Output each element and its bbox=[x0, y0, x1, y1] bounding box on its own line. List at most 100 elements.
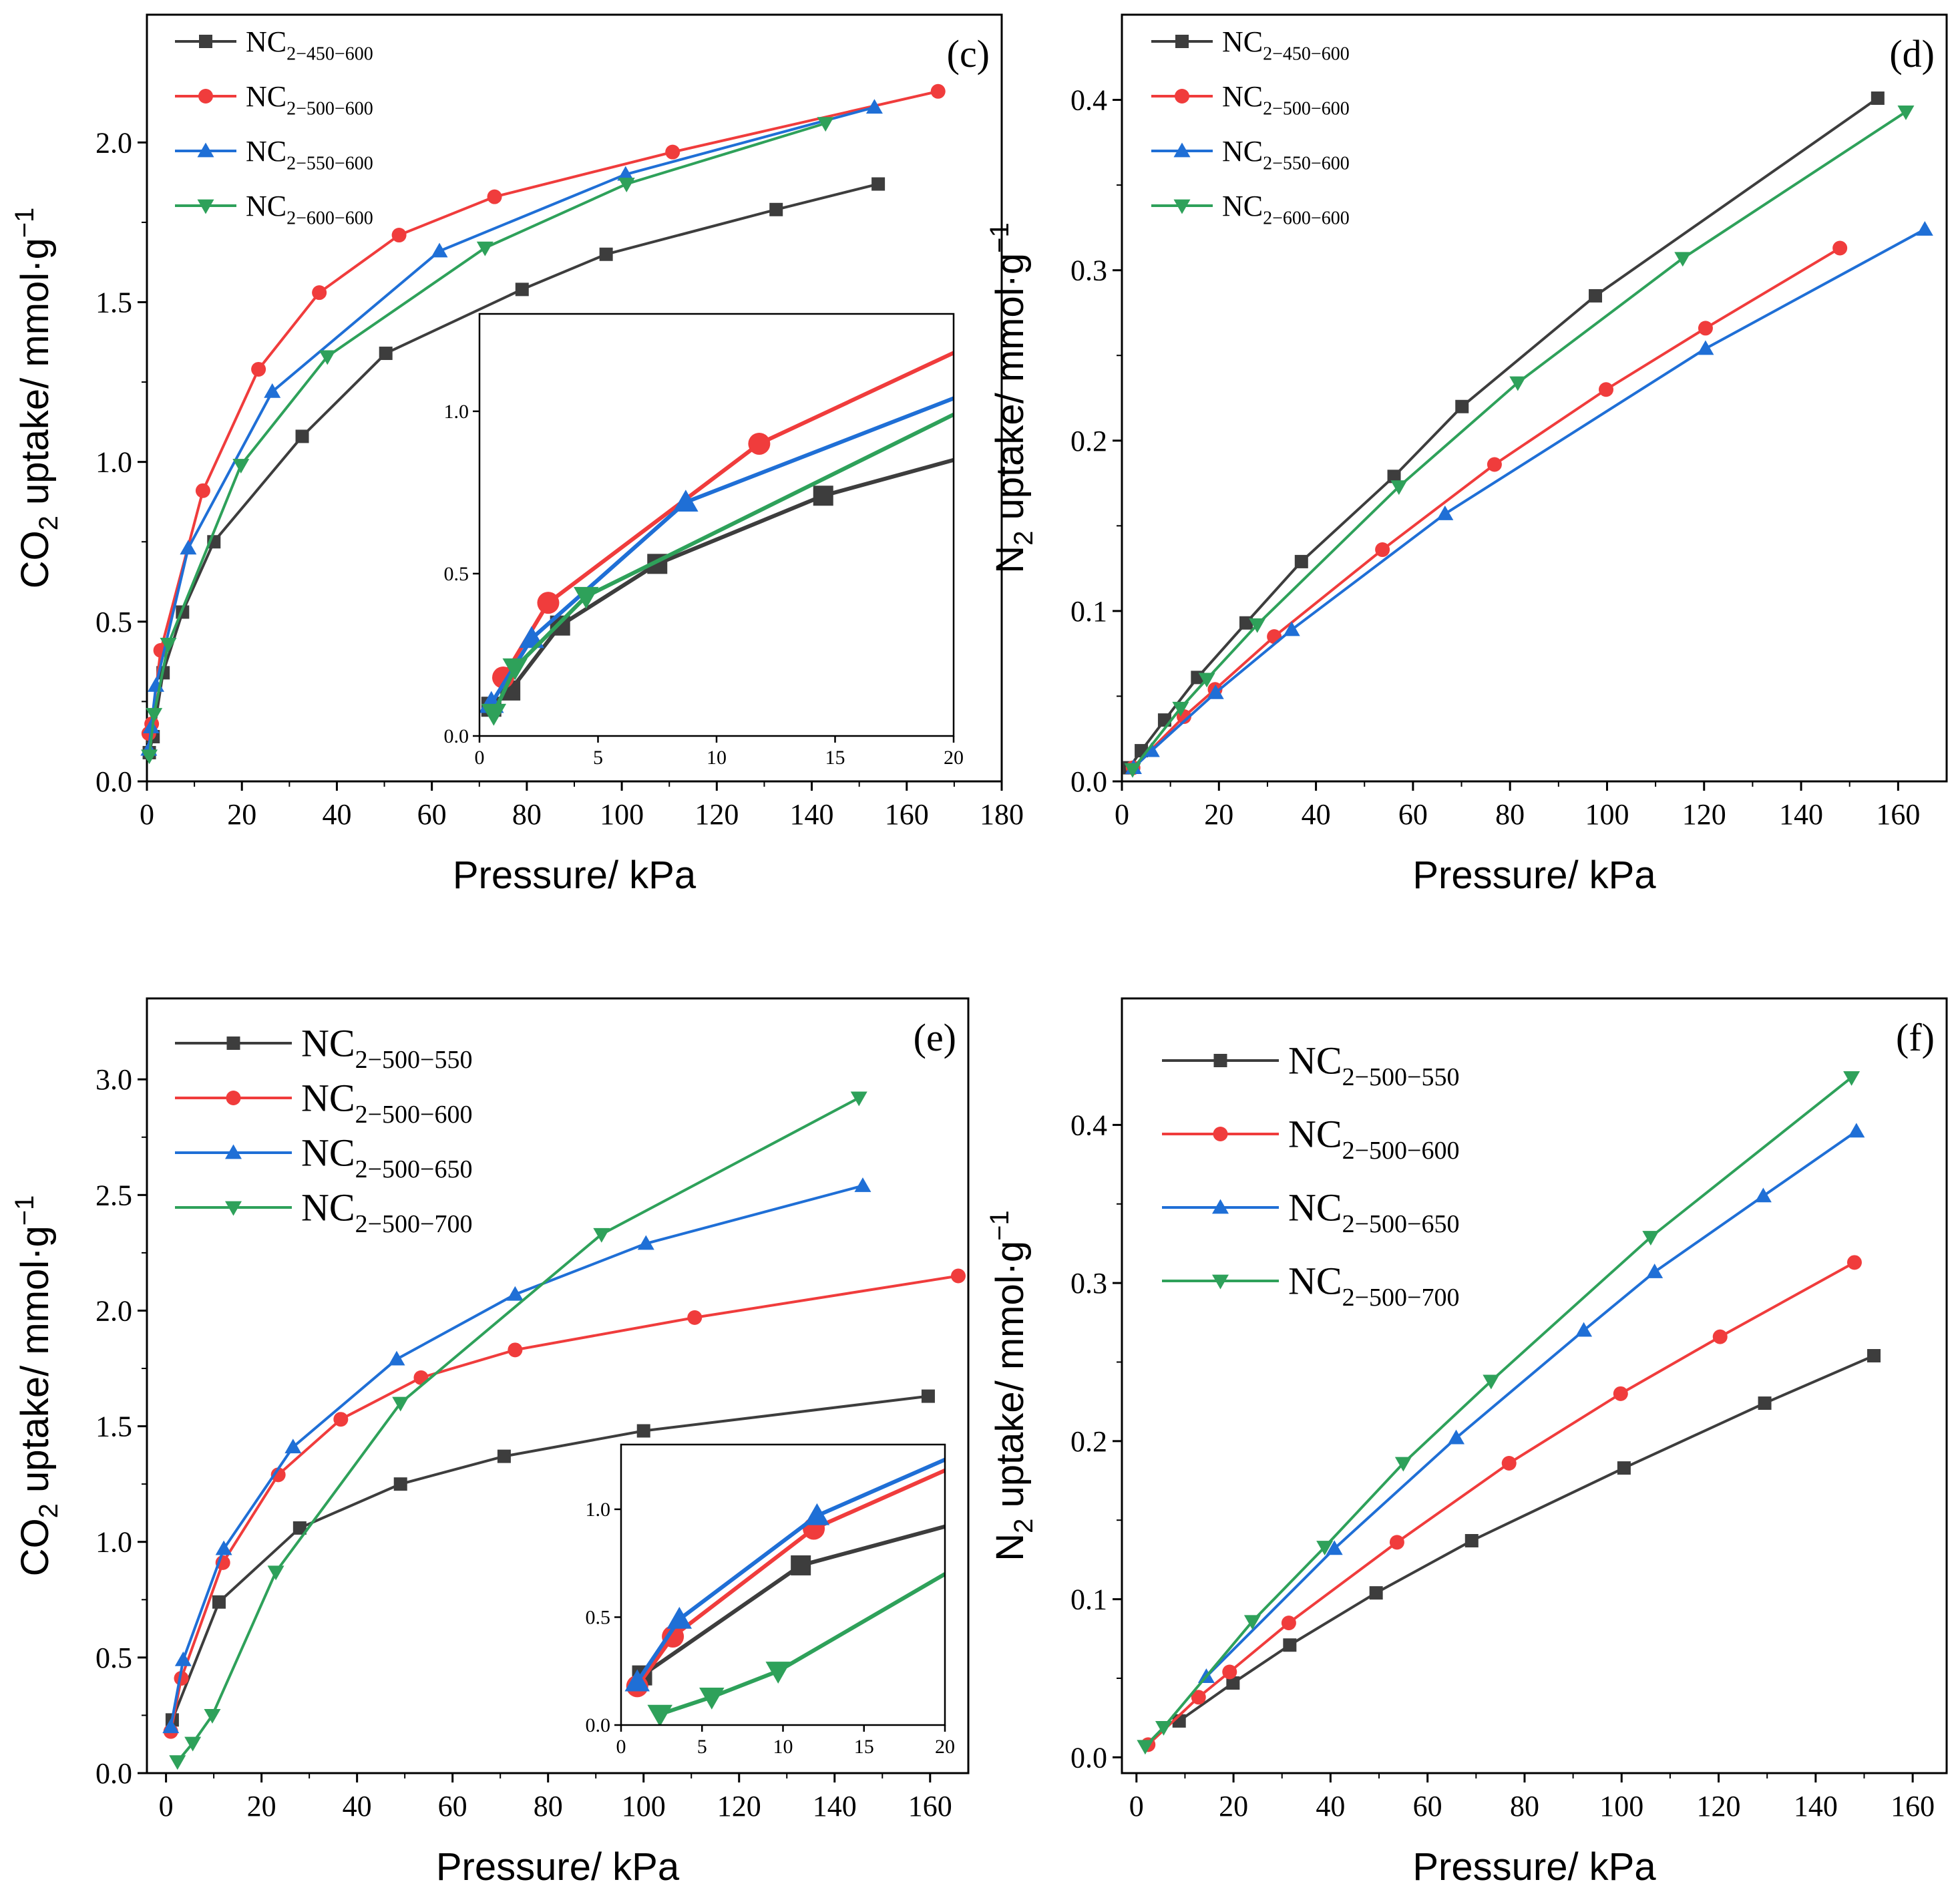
series-line bbox=[1178, 1354, 1875, 1722]
legend-label-sub: 2−550−600 bbox=[286, 154, 373, 174]
x-tick-label: 60 bbox=[438, 1790, 467, 1823]
y-axis-title-rest: uptake/ mmol·g bbox=[988, 253, 1032, 531]
y-tick-label: 0.0 bbox=[1070, 765, 1107, 798]
data-point bbox=[1483, 1374, 1500, 1390]
data-point bbox=[950, 1268, 966, 1284]
inset-background bbox=[479, 314, 954, 736]
data-point bbox=[1589, 289, 1603, 303]
x-tick-label: 120 bbox=[1697, 1790, 1741, 1823]
y-tick-label: 2.0 bbox=[95, 126, 132, 159]
x-axis-title: Pressure/ kPa bbox=[436, 1845, 680, 1889]
data-point bbox=[1375, 542, 1390, 558]
legend-label: NC2−500−600 bbox=[1222, 80, 1350, 120]
x-axis-title: Pressure/ kPa bbox=[1412, 854, 1656, 897]
data-point bbox=[506, 1286, 524, 1301]
legend-label-main: NC bbox=[246, 25, 286, 58]
data-point bbox=[930, 83, 946, 99]
data-point bbox=[665, 144, 680, 160]
y-axis-title-sup: −1 bbox=[10, 1195, 39, 1226]
y-axis-title-main: CO bbox=[13, 530, 57, 588]
legend-marker bbox=[1175, 35, 1189, 48]
inset-x-tick-label: 10 bbox=[707, 747, 727, 769]
series-2 bbox=[1197, 1123, 1865, 1683]
data-point bbox=[1143, 742, 1160, 757]
legend-label-main: NC bbox=[1288, 1113, 1342, 1156]
x-tick-label: 160 bbox=[1876, 798, 1920, 831]
inset-data-point bbox=[647, 1704, 672, 1725]
legend-label: NC2−450−600 bbox=[1222, 25, 1350, 65]
legend-label-sub: 2−500−600 bbox=[1263, 99, 1350, 120]
data-point bbox=[431, 242, 448, 258]
legend-label-sub: 2−450−600 bbox=[1263, 44, 1350, 65]
data-point bbox=[392, 1396, 409, 1412]
data-point bbox=[180, 540, 197, 555]
data-point bbox=[854, 1177, 871, 1192]
series-1 bbox=[163, 1268, 966, 1739]
y-tick-label: 0.2 bbox=[1070, 1425, 1107, 1458]
legend-marker bbox=[197, 142, 214, 158]
data-point bbox=[850, 1091, 867, 1107]
y-axis-title-main: N bbox=[988, 546, 1032, 574]
panel-label: (f) bbox=[1896, 1016, 1935, 1059]
legend: NC2−500−550NC2−500−600NC2−500−650NC2−500… bbox=[175, 1022, 472, 1238]
y-axis-title-sup: −1 bbox=[985, 1210, 1014, 1241]
data-point bbox=[1916, 220, 1933, 236]
data-point bbox=[141, 749, 158, 765]
data-point bbox=[333, 1412, 349, 1427]
inset-y-tick-label: 1.0 bbox=[444, 401, 469, 423]
inset-data-point bbox=[481, 703, 507, 726]
x-tick-label: 140 bbox=[1779, 798, 1823, 831]
inset-data-point bbox=[662, 1626, 684, 1648]
legend-marker bbox=[198, 89, 213, 104]
y-axis-title-rest: uptake/ mmol·g bbox=[13, 1225, 57, 1503]
data-point bbox=[212, 1595, 226, 1609]
data-point bbox=[593, 1227, 610, 1243]
legend-label: NC2−550−600 bbox=[246, 135, 373, 174]
data-point bbox=[267, 1565, 284, 1581]
data-point bbox=[865, 99, 883, 114]
legend-marker bbox=[1212, 1199, 1229, 1214]
data-point bbox=[1369, 1586, 1383, 1600]
x-tick-label: 0 bbox=[159, 1790, 174, 1823]
x-tick-label: 80 bbox=[534, 1790, 563, 1823]
series-3 bbox=[169, 1091, 867, 1770]
data-point bbox=[1712, 1329, 1728, 1344]
data-point bbox=[871, 177, 886, 191]
series-line bbox=[1144, 1076, 1852, 1748]
inset-series-line bbox=[635, 1457, 945, 1684]
legend-label-sub: 2−550−600 bbox=[1263, 154, 1350, 174]
data-point bbox=[1436, 505, 1454, 520]
inset: 0 5 10 15 20 0.0 0.5 1.0 bbox=[586, 1443, 955, 1758]
legend-label-sub: 2−450−600 bbox=[286, 44, 373, 65]
data-point bbox=[1848, 1123, 1865, 1138]
legend-label-main: NC bbox=[1222, 190, 1263, 222]
data-point bbox=[379, 347, 393, 361]
panel-label: (e) bbox=[914, 1016, 956, 1059]
series-line bbox=[1128, 97, 1879, 769]
x-tick-label: 80 bbox=[1495, 798, 1525, 831]
series-0 bbox=[1172, 1349, 1881, 1728]
inset-x-tick-label: 0 bbox=[475, 747, 485, 769]
legend-label-sub: 2−500−550 bbox=[355, 1046, 473, 1074]
data-point bbox=[1124, 763, 1141, 778]
y-axis-title-sub: 2 bbox=[1009, 531, 1038, 546]
legend-label-main: NC bbox=[301, 1186, 355, 1229]
y-tick-label: 0.4 bbox=[1070, 84, 1107, 117]
data-point bbox=[817, 117, 834, 132]
legend-label: NC2−500−550 bbox=[301, 1022, 472, 1074]
data-point bbox=[921, 1389, 935, 1403]
y-tick-label: 0.0 bbox=[1070, 1741, 1107, 1774]
data-point bbox=[264, 383, 281, 398]
y-tick-label: 0.1 bbox=[1070, 1583, 1107, 1616]
inset-plot bbox=[479, 351, 954, 726]
data-point bbox=[1222, 1664, 1237, 1680]
y-axis-title: N2 uptake/ mmol·g−1 bbox=[985, 222, 1038, 574]
y-axis-title: N2 uptake/ mmol·g−1 bbox=[985, 1210, 1038, 1561]
data-point bbox=[1390, 480, 1408, 496]
data-point bbox=[1613, 1386, 1628, 1401]
data-point bbox=[515, 282, 529, 297]
y-tick-label: 1.5 bbox=[95, 287, 132, 319]
data-point bbox=[232, 459, 250, 474]
data-point bbox=[1326, 1540, 1343, 1555]
legend-marker bbox=[1213, 1127, 1228, 1141]
